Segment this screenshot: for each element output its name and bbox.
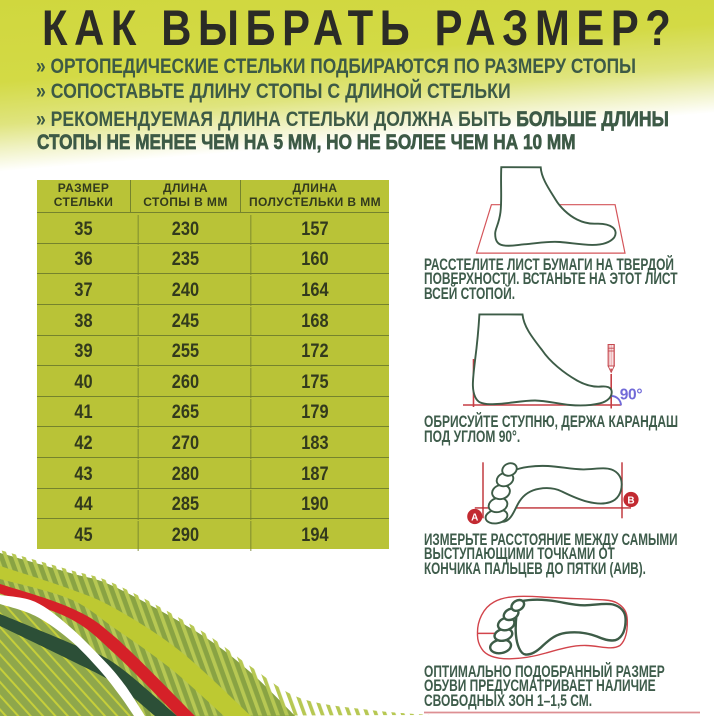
svg-text:B: B [627,496,634,507]
svg-text:A: A [471,513,478,524]
svg-text:90°: 90° [620,387,643,404]
